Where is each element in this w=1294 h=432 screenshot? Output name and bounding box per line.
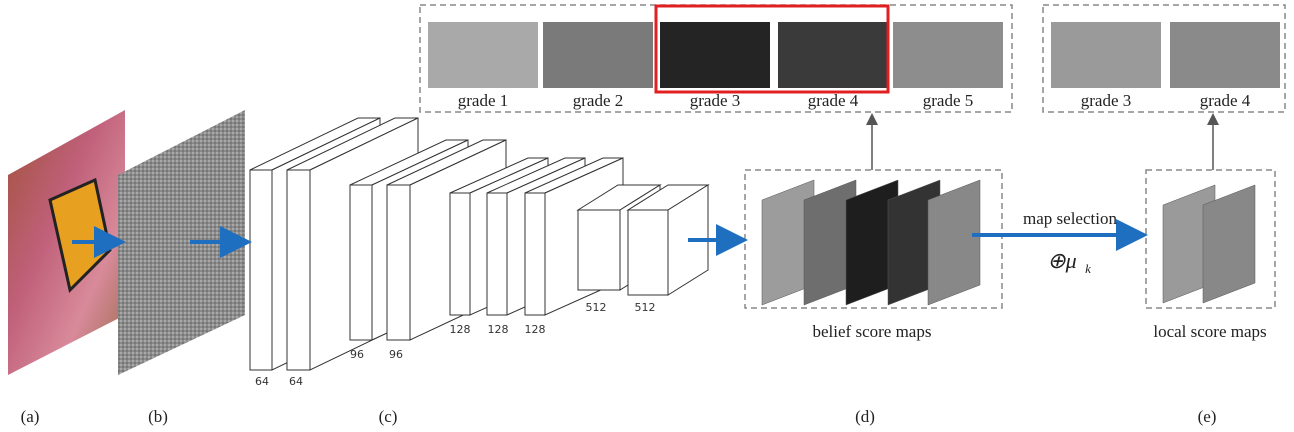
panel-label: (b) xyxy=(148,407,168,426)
layer-size: 128 xyxy=(450,323,471,336)
operator-subscript: k xyxy=(1085,261,1091,276)
grade-map xyxy=(1170,22,1280,88)
layer-size: 128 xyxy=(525,323,546,336)
figure: 64649696128128128512512 grade 1grade 2gr… xyxy=(0,0,1294,432)
layer-front xyxy=(525,193,545,315)
local-map xyxy=(1203,185,1255,303)
grade-label: grade 4 xyxy=(1200,91,1251,110)
layer-front xyxy=(628,210,668,295)
grade-label: grade 1 xyxy=(458,91,509,110)
panel-label: (a) xyxy=(21,407,40,426)
layer-front xyxy=(578,210,620,290)
layer-size: 64 xyxy=(255,375,269,388)
cnn-layers: 64 64 96 96 128 128 128 512 512 xyxy=(250,118,708,388)
layer-size: 64 xyxy=(289,375,303,388)
up-arrows xyxy=(872,116,1213,170)
panel-label: (e) xyxy=(1198,407,1217,426)
panel-label: (c) xyxy=(379,407,398,426)
grade-map xyxy=(428,22,538,88)
grade-label: grade 3 xyxy=(1081,91,1132,110)
layer-size: 128 xyxy=(488,323,509,336)
grade-label: grade 5 xyxy=(923,91,974,110)
belief-map xyxy=(928,180,980,305)
layer-front xyxy=(250,170,272,370)
score-maps xyxy=(762,180,1255,305)
layer-size: 96 xyxy=(389,348,403,361)
grade-map xyxy=(1051,22,1161,88)
layer-front xyxy=(287,170,310,370)
belief-label: belief score maps xyxy=(813,322,932,341)
grade-map xyxy=(778,22,888,88)
grade-map xyxy=(660,22,770,88)
layer-front xyxy=(487,193,507,315)
layer-size: 512 xyxy=(586,301,607,314)
arrow-label: map selection xyxy=(1023,209,1117,228)
thumbnails: grade 1 grade 2 grade 3 grade 4 grade 5 grade… xyxy=(428,22,1280,110)
layer-front xyxy=(387,185,410,340)
grade-label: grade 3 xyxy=(690,91,741,110)
grade-map xyxy=(893,22,1003,88)
layer-front xyxy=(450,193,470,315)
layer-front xyxy=(350,185,372,340)
layer-size: 96 xyxy=(350,348,364,361)
grade-map xyxy=(543,22,653,88)
operator: ⊕μ xyxy=(1047,248,1076,273)
grade-label: grade 4 xyxy=(808,91,859,110)
panel-label: (d) xyxy=(855,407,875,426)
layer-size: 512 xyxy=(635,301,656,314)
local-label: local score maps xyxy=(1153,322,1266,341)
grade-label: grade 2 xyxy=(573,91,624,110)
